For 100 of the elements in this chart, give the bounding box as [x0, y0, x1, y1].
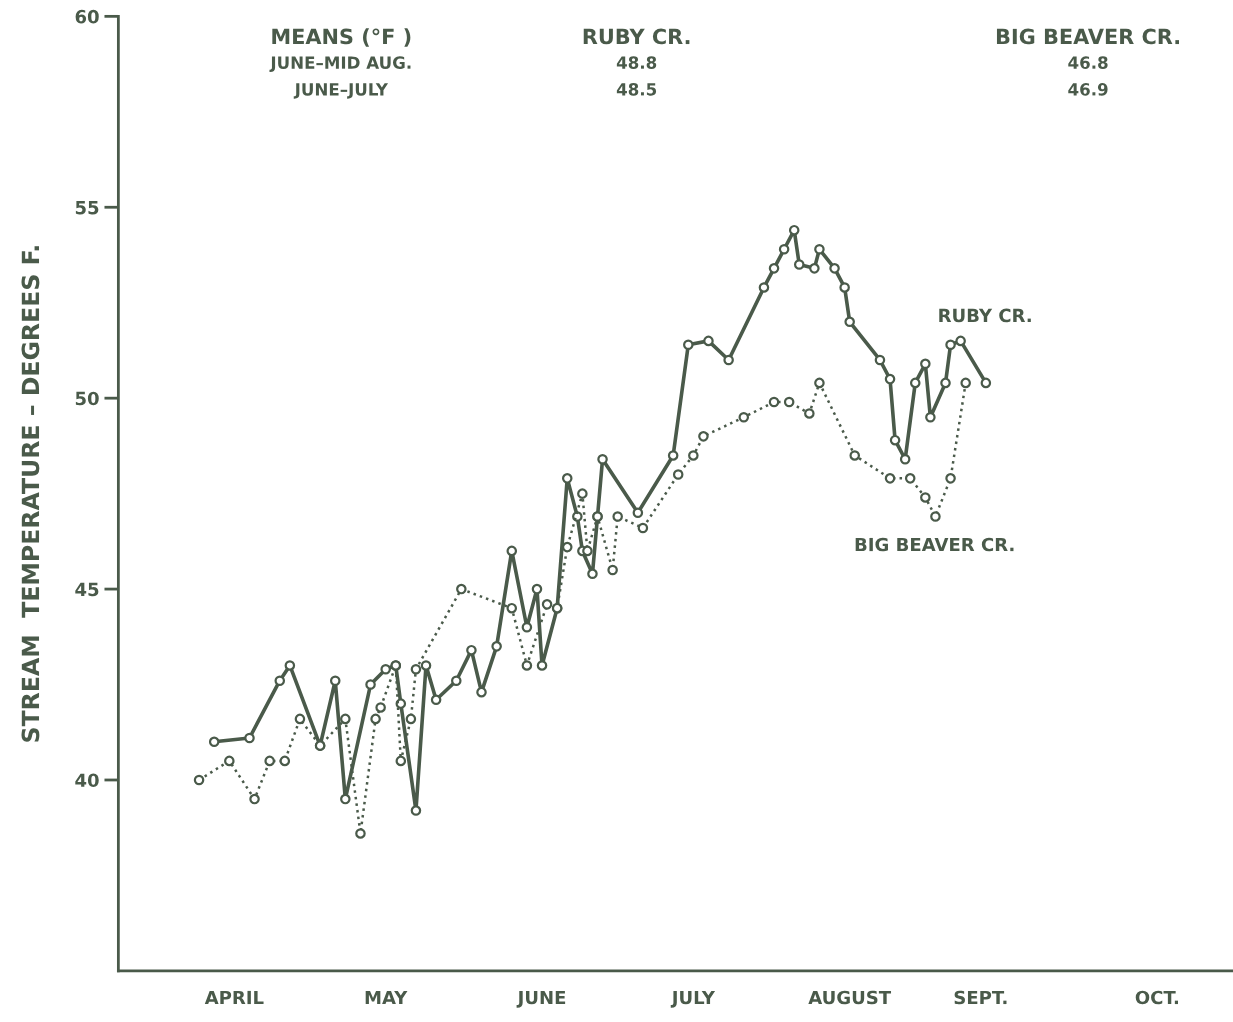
point — [814, 243, 825, 255]
point — [889, 434, 901, 446]
point — [829, 263, 840, 274]
point — [814, 377, 825, 389]
point — [884, 373, 896, 385]
x-tick-label: JUNE — [516, 990, 566, 1008]
x-tick-label: AUGUST — [808, 990, 892, 1005]
point — [698, 431, 709, 442]
point — [340, 713, 351, 725]
annotation: 46.9 — [1068, 83, 1108, 96]
point — [506, 545, 518, 557]
annotation: BIG BEAVER CR. — [996, 28, 1180, 45]
point — [536, 660, 548, 671]
point — [451, 675, 462, 686]
point — [329, 675, 341, 686]
point — [395, 698, 407, 709]
point — [960, 377, 971, 389]
point — [410, 663, 422, 675]
point — [274, 675, 286, 686]
point — [809, 263, 820, 274]
point — [597, 453, 608, 465]
point — [930, 511, 941, 522]
point — [395, 755, 407, 767]
point — [466, 644, 477, 656]
point — [839, 282, 850, 293]
point — [844, 316, 855, 328]
point — [521, 621, 533, 633]
point — [884, 473, 896, 484]
y-tick-label: 55 — [75, 200, 99, 215]
point — [980, 377, 992, 389]
point — [577, 488, 588, 499]
point — [410, 805, 422, 816]
series-label: BIG BEAVER CR. — [855, 537, 1014, 552]
point — [582, 545, 593, 557]
point — [955, 335, 966, 347]
point — [920, 492, 931, 503]
point — [355, 828, 366, 839]
point — [612, 511, 623, 522]
point — [370, 713, 381, 725]
annotation: MEANS (°F ) — [272, 28, 411, 47]
annotation: JUNE–JULY — [293, 83, 389, 99]
point — [632, 507, 644, 518]
y-tick-label: 50 — [75, 391, 99, 406]
point — [541, 599, 553, 610]
y-tick-label: 60 — [75, 9, 99, 24]
point — [294, 713, 306, 725]
point — [380, 663, 391, 675]
point — [491, 641, 502, 652]
point — [637, 522, 649, 534]
point — [940, 377, 951, 389]
point — [279, 755, 291, 767]
point — [193, 774, 205, 786]
point — [340, 793, 351, 805]
point — [506, 602, 518, 614]
point — [904, 473, 916, 484]
point — [375, 702, 386, 713]
x-tick-label: APRIL — [204, 990, 264, 1005]
annotation: 48.5 — [616, 83, 657, 96]
point — [607, 564, 618, 576]
point — [788, 224, 800, 236]
point — [249, 793, 260, 805]
point — [738, 411, 750, 423]
point — [899, 453, 911, 465]
x-tick-label: OCT. — [1135, 990, 1179, 1005]
series-label: RUBY CR. — [939, 308, 1031, 323]
point — [405, 713, 417, 725]
point — [208, 736, 220, 748]
point — [703, 335, 714, 347]
point — [521, 660, 533, 671]
point — [284, 660, 296, 671]
point — [874, 354, 886, 366]
point — [688, 450, 699, 461]
point — [758, 282, 770, 293]
point — [920, 358, 931, 370]
point — [244, 732, 255, 744]
point — [849, 450, 861, 461]
annotation: JUNE–MID AUG. — [269, 56, 411, 73]
y-axis-title: STREAM TEMPERATURE – DEGREES F. — [21, 246, 40, 742]
point — [683, 339, 694, 350]
point — [430, 694, 442, 706]
y-tick-label: 45 — [75, 582, 99, 597]
y-tick-label: 40 — [75, 773, 99, 788]
point — [723, 354, 734, 366]
point — [783, 396, 795, 408]
point — [456, 583, 467, 595]
point — [909, 377, 921, 389]
point — [420, 660, 432, 671]
point — [224, 755, 235, 767]
annotation: 46.8 — [1068, 56, 1108, 69]
annotation: 48.8 — [616, 56, 657, 69]
point — [531, 583, 543, 595]
point — [945, 473, 956, 484]
x-tick-label: SEPT. — [954, 990, 1007, 1005]
x-tick-label: JULY — [670, 990, 716, 1008]
point — [945, 339, 956, 350]
point — [768, 263, 780, 274]
point — [793, 259, 805, 270]
point — [587, 568, 598, 580]
point — [561, 473, 573, 484]
x-tick-label: MAY — [365, 990, 408, 1005]
